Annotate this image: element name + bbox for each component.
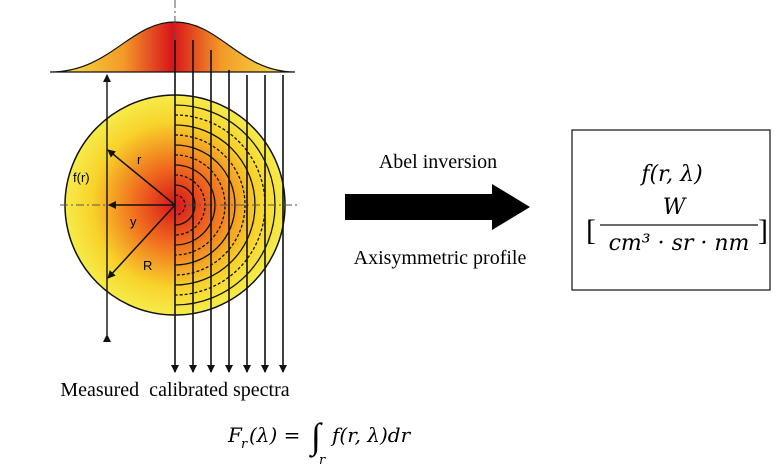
result-numerator: W xyxy=(663,195,688,220)
result-left-bracket: [ xyxy=(586,214,596,247)
radius-arrows xyxy=(107,149,176,279)
formula-F-sub: r xyxy=(241,437,248,452)
arrow-label-above: Abel inversion xyxy=(379,151,497,173)
result-box xyxy=(571,129,771,291)
formula-integral: ∫ xyxy=(309,416,323,458)
formula-integrand: f(r, λ)dr xyxy=(330,423,412,447)
formula-F: F xyxy=(227,423,243,447)
arrow-label-below: Axisymmetric profile xyxy=(354,247,527,269)
result-denominator: cm³ · sr · nm xyxy=(609,231,750,256)
label-f-r: f(r) xyxy=(73,170,90,185)
result-right-bracket: ] xyxy=(758,214,768,247)
formula-F-arg: (λ) = xyxy=(249,423,300,447)
result-top: f(r, λ) xyxy=(639,162,702,187)
transform-arrow xyxy=(345,184,530,230)
label-r: r xyxy=(137,152,142,167)
label-y: y xyxy=(130,214,137,229)
formula-integral-sub: r xyxy=(319,453,326,468)
label-R: R xyxy=(143,258,152,273)
caption: Measured calibrated spectra xyxy=(60,379,289,401)
gaussian-profile xyxy=(49,21,296,73)
